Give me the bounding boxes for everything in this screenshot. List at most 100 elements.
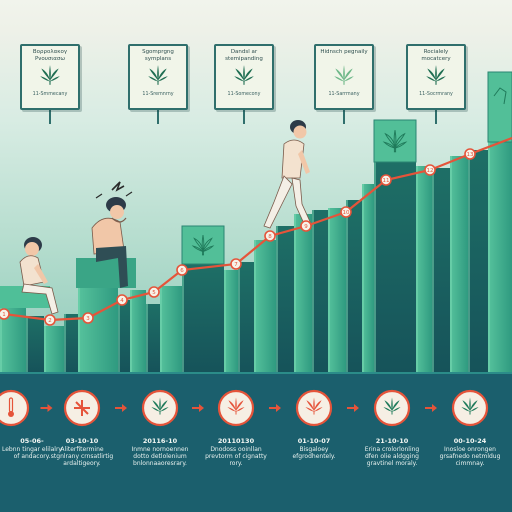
step-label: 20116-10 Inmne nornoennen dotto detloleni… bbox=[128, 437, 192, 468]
progress-marker: 7 bbox=[230, 258, 242, 270]
bar-column bbox=[238, 262, 254, 372]
bar-column bbox=[362, 184, 374, 372]
figure-sitting-2 bbox=[76, 181, 136, 288]
step-text: Erina crolorlonling dfen olie aldgging g… bbox=[364, 446, 420, 467]
symptom-card: Hidnsch pegnaily 11-Sarrmany bbox=[314, 44, 374, 110]
bar-column bbox=[416, 166, 432, 372]
bar-column bbox=[468, 150, 488, 372]
progress-marker: 3 bbox=[82, 312, 94, 324]
card-pin bbox=[343, 108, 345, 124]
marker-number: 2 bbox=[48, 318, 52, 324]
marker-number: 12 bbox=[427, 168, 434, 174]
progress-marker: 6 bbox=[176, 264, 188, 276]
marker-number: 11 bbox=[383, 178, 390, 184]
arrow-right-icon bbox=[192, 404, 204, 412]
bar-column bbox=[146, 304, 160, 372]
progress-marker: 10 bbox=[340, 206, 352, 218]
symptom-card: Rocialely mocatcery 11-Socrmrany bbox=[406, 44, 466, 110]
bar-column bbox=[488, 142, 512, 372]
timeline bbox=[0, 389, 489, 427]
step-date: 21-10-10 bbox=[375, 437, 409, 445]
marker-number: 7 bbox=[234, 262, 238, 268]
step-label: 00-10-24 Inosloe onrongen grsafnedo netml… bbox=[438, 437, 502, 468]
progress-marker: 12 bbox=[424, 164, 436, 176]
cross-icon bbox=[74, 400, 90, 416]
step-text: Inmne nornoennen dotto detlolenium bnlon… bbox=[131, 446, 189, 467]
cannabis-leaf-icon bbox=[234, 65, 254, 85]
card-footer: 11-Socrmrany bbox=[419, 92, 453, 97]
thermometer-icon bbox=[8, 397, 14, 417]
progress-marker: 11 bbox=[380, 174, 392, 186]
leaf-box-1 bbox=[181, 225, 225, 265]
leaf-box-2 bbox=[373, 119, 417, 163]
card-footer: 11-Smmecany bbox=[32, 92, 68, 97]
arrow-right-icon bbox=[347, 404, 359, 412]
arrow-right-icon bbox=[115, 404, 127, 412]
step-label: 01-10-07 Bisgaloey efgrodhentely. bbox=[282, 437, 346, 461]
bar-column bbox=[118, 300, 130, 372]
step-date: 20110130 bbox=[217, 437, 255, 445]
step-text: Lebnn tingar elilalry of andacory. bbox=[2, 446, 62, 460]
lightning-icon bbox=[111, 181, 125, 192]
step-text: Bisgaloey efgrodhentely. bbox=[292, 446, 336, 460]
progress-marker: 8 bbox=[264, 230, 276, 242]
step-label: 05-06- Lebnn tingar elilalry of andacory. bbox=[0, 438, 64, 461]
marker-number: 8 bbox=[268, 234, 272, 240]
bar-column bbox=[450, 156, 468, 372]
progress-marker: 5 bbox=[148, 286, 160, 298]
timeline-step bbox=[0, 389, 30, 427]
step-date: 03-10-10 bbox=[65, 437, 99, 445]
arrow-right-icon bbox=[269, 404, 281, 412]
card-footer: 11-Sarrmany bbox=[328, 92, 360, 97]
bar-column bbox=[130, 290, 146, 372]
marker-number: 5 bbox=[152, 290, 156, 296]
bar-column bbox=[432, 168, 450, 372]
card-footer: 11-Somecony bbox=[227, 92, 261, 97]
bar-column bbox=[346, 200, 362, 372]
marker-number: 3 bbox=[86, 316, 90, 322]
step-date: 00-10-24 bbox=[453, 437, 487, 445]
bar-column bbox=[312, 210, 328, 372]
marker-number: 13 bbox=[467, 152, 474, 158]
step-text: Dnodoss ooinllan prevtorm of cignatty ro… bbox=[205, 446, 267, 467]
step-date: 01-10-07 bbox=[297, 437, 331, 445]
card-title: Sgomprgng symplans bbox=[142, 49, 174, 62]
figure-sitting-1 bbox=[0, 237, 59, 315]
step-label: 03-10-10 Aliterfitermine stgnlrany crnsat… bbox=[50, 437, 114, 468]
step-text: Aliterfitermine stgnlrany crnsatlirtig a… bbox=[50, 446, 114, 467]
card-title: Dandsl ar stemipanding bbox=[225, 49, 263, 62]
progress-marker: 13 bbox=[464, 148, 476, 160]
card-title: Βορρολακογ Ρνουσιασω Καμεναζ bbox=[32, 49, 68, 62]
timeline-step bbox=[295, 389, 333, 427]
leaf-box-3 bbox=[487, 71, 512, 143]
symptom-card: Βορρολακογ Ρνουσιασω Καμεναζ 11-Smmecany bbox=[20, 44, 80, 110]
bar-column bbox=[224, 270, 238, 372]
bar-column bbox=[160, 286, 182, 372]
step-label: 20110130 Dnodoss ooinllan prevtorm of cig… bbox=[204, 437, 268, 468]
card-pin bbox=[157, 108, 159, 124]
step-date: 20116-10 bbox=[142, 437, 178, 445]
progress-marker: 2 bbox=[44, 314, 56, 326]
marker-number: 4 bbox=[120, 298, 124, 304]
bar-columns bbox=[0, 142, 512, 372]
cannabis-leaf-icon bbox=[426, 65, 446, 85]
bar-column bbox=[328, 208, 346, 372]
progress-marker: 9 bbox=[300, 220, 312, 232]
bar-column bbox=[78, 286, 118, 372]
marker-number: 6 bbox=[180, 268, 184, 274]
card-pin bbox=[435, 108, 437, 124]
card-title: Hidnsch pegnaily bbox=[320, 49, 368, 55]
timeline-step bbox=[141, 389, 179, 427]
marker-number: 1 bbox=[2, 312, 6, 318]
timeline-step bbox=[63, 389, 101, 427]
cannabis-leaf-icon bbox=[334, 65, 354, 85]
timeline-step bbox=[217, 389, 255, 427]
card-pin bbox=[49, 108, 51, 124]
marker-number: 9 bbox=[304, 224, 308, 230]
progress-line bbox=[3, 136, 512, 322]
progress-marker: 4 bbox=[116, 294, 128, 306]
symptom-card: Sgomprgng symplans 11-Sremnrny bbox=[128, 44, 188, 110]
marker-number: 10 bbox=[343, 210, 350, 216]
